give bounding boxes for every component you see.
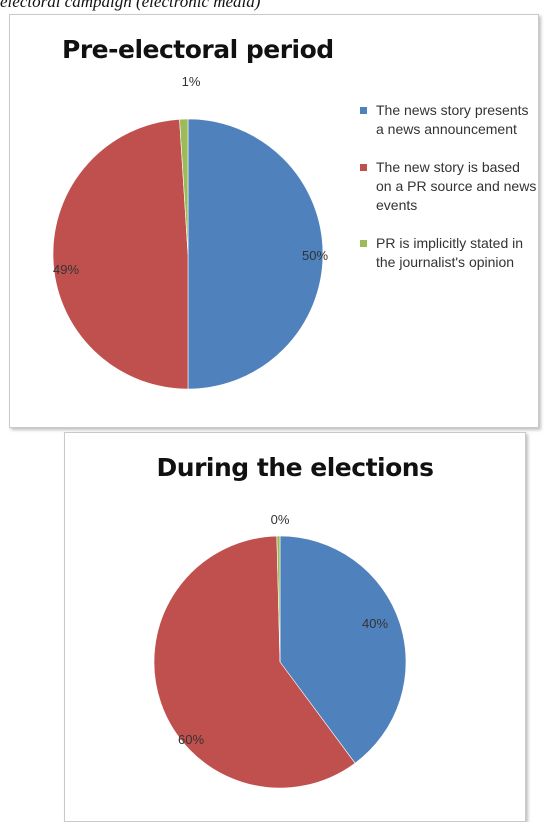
- legend-label: The new story is based on a PR source an…: [376, 159, 537, 213]
- pie-slice: [279, 535, 407, 764]
- legend-item: PR is implicitly stated in the journalis…: [360, 234, 538, 272]
- pie-slice: [276, 535, 281, 663]
- chart-title: During the elections: [156, 453, 434, 482]
- legend-label: PR is implicitly stated in the journalis…: [376, 235, 524, 270]
- legend-item: The new story is based on a PR source an…: [360, 158, 538, 215]
- legend-swatch: [360, 107, 367, 114]
- pie-slice: [187, 118, 324, 390]
- legend-label: The news story presents a news announcem…: [376, 102, 529, 137]
- legend-item: The news story presents a news announcem…: [360, 101, 538, 139]
- pie-plot: 40% 60% 0%: [153, 512, 407, 789]
- pie-slice: [179, 118, 189, 255]
- legend: The news story presents a news announcem…: [360, 101, 538, 272]
- slice-data-label: 49%: [53, 262, 79, 277]
- slice-data-label: 40%: [362, 616, 388, 631]
- figure-caption: electoral campaign (electronic media): [0, 0, 261, 11]
- legend-swatch: [360, 164, 367, 171]
- legend-swatch: [360, 240, 367, 247]
- slice-data-label: 1%: [182, 74, 201, 89]
- slice-data-label: 0%: [271, 512, 290, 527]
- pie-slice: [153, 535, 356, 789]
- slice-data-label: 50%: [302, 248, 328, 263]
- slice-data-label: 60%: [178, 732, 204, 747]
- pie-chart-during-elections: During the elections 40% 60% 0%: [64, 432, 526, 822]
- pie-slice: [52, 118, 189, 390]
- pie-plot: 50% 49% 1%: [52, 74, 328, 390]
- pie-chart-pre-electoral: Pre-electoral period 50% 49% 1% The news s…: [9, 14, 539, 428]
- chart-title: Pre-electoral period: [62, 35, 334, 64]
